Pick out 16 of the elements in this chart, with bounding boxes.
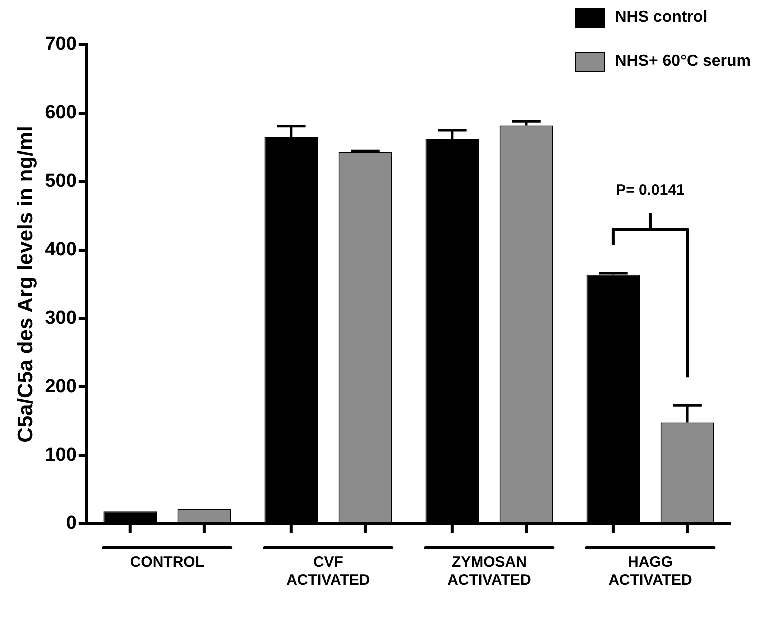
x-tick-label: CONTROL: [130, 554, 204, 572]
y-tick-label: 400: [45, 240, 77, 261]
y-tick-label: 600: [45, 102, 77, 124]
x-tick-label: HAGG ACTIVATED: [608, 554, 692, 590]
x-tick-label: ZYMOSAN ACTIVATED: [448, 554, 532, 590]
y-tick-label: 100: [45, 444, 77, 466]
y-tick-label: 500: [45, 171, 77, 192]
y-tick-label: 0: [66, 513, 77, 534]
legend-label: NHS control: [615, 9, 708, 27]
y-axis-title: C5a/C5a des Arg levels in ng/ml: [14, 126, 38, 443]
legend-label: NHS+ 60°C serum: [615, 53, 751, 71]
annotation: P= 0.0141: [615, 182, 686, 199]
y-tick-label: 700: [45, 34, 77, 56]
y-tick-label: 300: [45, 308, 77, 329]
x-tick-label: CVF ACTIVATED: [286, 554, 370, 590]
y-tick-label: 200: [45, 376, 77, 398]
